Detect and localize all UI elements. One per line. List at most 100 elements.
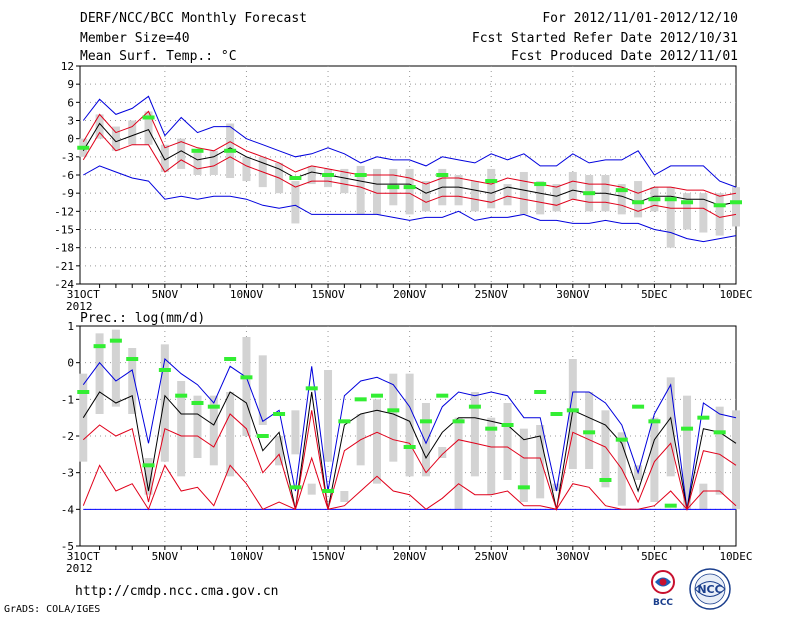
temp-ytick-label: -24 (54, 278, 74, 291)
prec-range-bar (128, 348, 137, 414)
temp-range-bar (307, 165, 316, 185)
prec-range-bar (258, 355, 267, 425)
temp-observed-marker (730, 200, 742, 205)
prec-observed-marker (550, 412, 563, 416)
temp-ytick-label: 9 (67, 78, 74, 91)
prec-range-bar (683, 395, 692, 510)
prec-range-bar (650, 417, 659, 502)
prec-series-inner_high (82, 410, 737, 512)
temp-range-bar (111, 126, 120, 151)
prec-observed-marker (468, 404, 481, 409)
prec-xtick-label: 30NOV (556, 550, 589, 563)
prec-observed-marker (403, 445, 416, 449)
temp-range-bar (209, 150, 218, 175)
prec-range-bar (209, 395, 218, 466)
temp-ytick-label: -3 (61, 151, 74, 164)
prec-xtick-label: 15NOV (311, 550, 344, 563)
prec-observed-marker (632, 404, 645, 409)
temp-ytick-label: -18 (54, 242, 74, 255)
temp-observed-marker (142, 115, 155, 120)
temp-range-bar (568, 171, 577, 200)
prec-range-bar (160, 344, 169, 462)
prec-range-bar (324, 370, 333, 462)
prec-observed-marker (207, 404, 220, 409)
prec-observed-marker (289, 485, 302, 490)
prec-ytick-label: 0 (67, 357, 74, 370)
temp-ytick-label: 0 (67, 133, 74, 146)
prec-range-bar (454, 417, 463, 510)
temp-xtick-label: 5NOV (152, 288, 179, 301)
temp-range-bar (536, 181, 545, 215)
prec-observed-marker (387, 408, 400, 413)
member-size: Member Size=40 (80, 31, 190, 46)
prec-observed-marker (452, 419, 465, 424)
temp-range-bar (421, 181, 430, 212)
prec-observed-marker (109, 338, 122, 343)
temp-observed-marker (224, 148, 237, 153)
temp-range-bar (699, 193, 708, 233)
temp-xtick-year: 2012 (66, 300, 93, 313)
prec-observed-marker (240, 375, 253, 380)
prec-observed-marker (126, 357, 139, 361)
temp-observed-marker (648, 197, 661, 202)
prec-range-bar (95, 333, 104, 414)
prec-range-bar (177, 381, 186, 477)
prec-observed-marker (648, 419, 661, 424)
prec-xtick-label: 10NOV (230, 550, 263, 563)
prec-range-bar (340, 491, 349, 502)
temp-range-bar (487, 168, 496, 209)
temp-range-bar (454, 175, 463, 206)
temp-range-bar (177, 138, 186, 169)
prec-ytick-label: -4 (61, 503, 75, 516)
prec-xtick-label: 10DEC (719, 550, 752, 563)
temp-range-bar (503, 184, 512, 206)
prec-observed-marker (419, 419, 432, 424)
temp-observed-marker (534, 182, 547, 187)
temp-ytick-label: -6 (61, 169, 74, 182)
temp-range-bar (715, 193, 724, 236)
chart-title: DERF/NCC/BCC Monthly Forecast (80, 11, 307, 26)
prec-observed-marker (664, 503, 677, 508)
temp-ytick-label: -12 (54, 205, 74, 218)
source-url[interactable]: http://cmdp.ncc.cma.gov.cn (75, 584, 279, 599)
temp-observed-marker (354, 173, 367, 177)
prec-ytick-label: -2 (61, 430, 74, 443)
prec-range-bar (503, 403, 512, 480)
prec-observed-marker (599, 478, 612, 482)
temp-range-bar (470, 181, 479, 212)
temp-ytick-label: -15 (54, 224, 74, 237)
temp-range-bar (356, 165, 365, 215)
temp-range-bar (193, 150, 202, 175)
bcc-logo: BCC (651, 570, 675, 608)
prec-xtick-label: 31OCT (67, 550, 100, 563)
forecast-produced-date: Fcst Produced Date 2012/11/01 (511, 49, 738, 64)
temp-observed-marker (583, 191, 596, 196)
prec-observed-marker (436, 393, 449, 398)
prec-ytick-label: 1 (67, 320, 74, 333)
temp-range-bar (160, 144, 169, 172)
temp-observed-marker (713, 203, 726, 208)
prec-observed-marker (583, 430, 596, 435)
bcc-logo-text: BCC (653, 598, 673, 608)
temp-range-bar (95, 114, 104, 139)
temp-ytick-label: 12 (61, 60, 74, 73)
prec-observed-marker (175, 393, 188, 398)
prec-range-bar (372, 399, 381, 484)
prec-range-bar (715, 406, 724, 495)
temp-observed-marker (485, 179, 498, 184)
temp-ytick-label: -21 (54, 260, 74, 273)
temp-range-bar (324, 168, 333, 188)
temp-range-bar (242, 156, 251, 182)
temp-range-bar (617, 184, 626, 215)
temp-range-bar (144, 111, 153, 145)
temp-observed-marker (322, 173, 335, 177)
prec-range-bar (536, 425, 545, 499)
temp-series-max (82, 95, 737, 188)
prec-range-bar (111, 329, 120, 407)
prec-series-median (82, 391, 737, 510)
temp-range-bar (340, 168, 349, 194)
temp-range-bar (128, 120, 137, 145)
temp-range-bar (683, 193, 692, 230)
temp-observed-marker (632, 200, 645, 205)
